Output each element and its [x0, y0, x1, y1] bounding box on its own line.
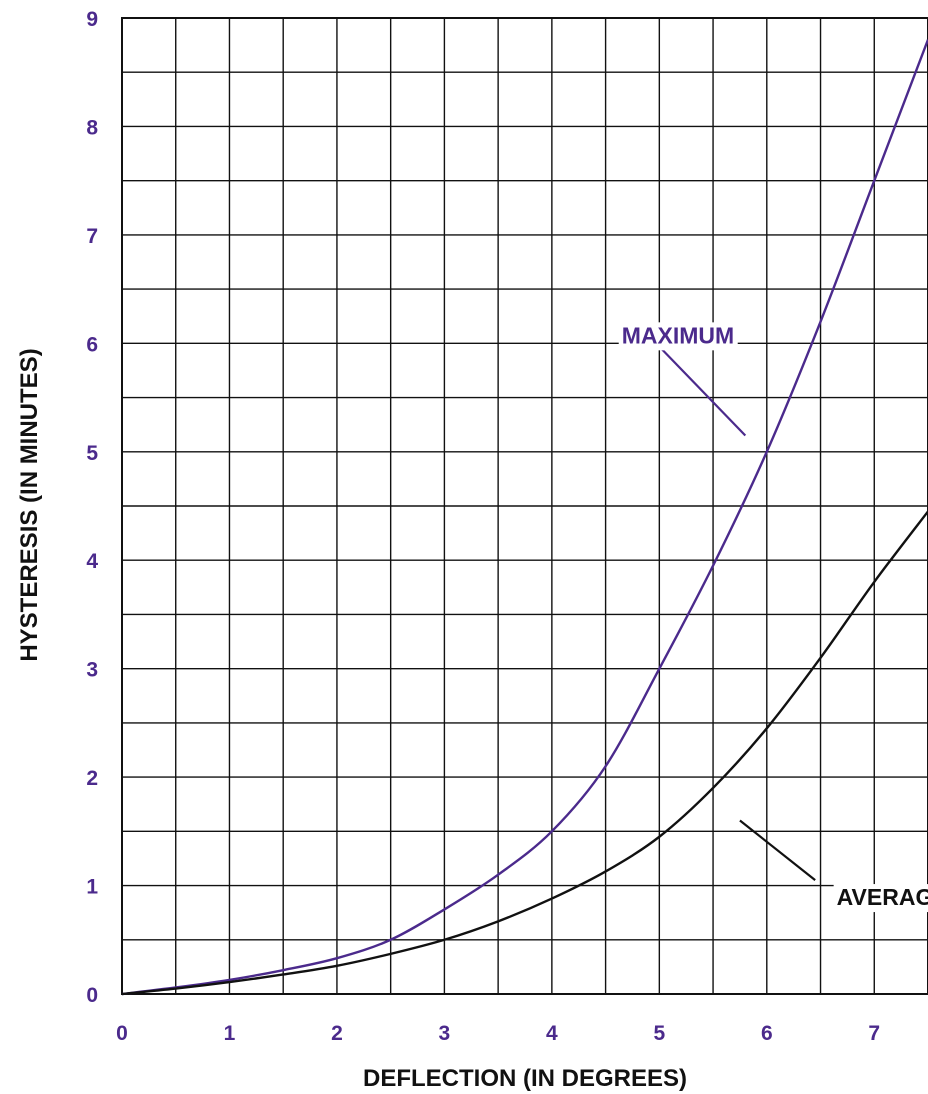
- y-tick-label: 2: [86, 767, 98, 790]
- y-tick-label: 5: [86, 442, 98, 465]
- x-tick-label: 6: [761, 1022, 773, 1045]
- annotation-leader-average: [739, 819, 816, 881]
- annotation-leader-maximum: [658, 345, 747, 437]
- series-line-average: [121, 510, 928, 996]
- x-axis-title: DEFLECTION (IN DEGREES): [363, 1065, 687, 1092]
- x-tick-label: 7: [868, 1022, 880, 1045]
- y-axis-title: HYSTERESIS (IN MINUTES): [16, 348, 43, 661]
- grid: [121, 17, 928, 995]
- annotations: MAXIMUM AVERAGE: [618, 322, 928, 913]
- x-tick-label: 3: [439, 1022, 451, 1045]
- x-axis-ticks: 0 1 2 3 4 5 6 7: [116, 1022, 880, 1045]
- y-axis-ticks: 0 1 2 3 4 5 6 7 8 9: [86, 8, 98, 1007]
- y-tick-label: 6: [86, 333, 98, 356]
- x-tick-label: 0: [116, 1022, 128, 1045]
- y-tick-label: 7: [86, 225, 98, 248]
- x-tick-label: 2: [331, 1022, 343, 1045]
- y-tick-label: 3: [86, 659, 98, 682]
- y-tick-label: 4: [86, 550, 98, 573]
- x-tick-label: 5: [653, 1022, 665, 1045]
- x-tick-label: 4: [546, 1022, 558, 1045]
- series-line-maximum: [121, 39, 928, 996]
- series-lines: [121, 39, 928, 996]
- y-tick-label: 8: [86, 116, 98, 139]
- plot-frame: [121, 17, 928, 995]
- annotation-background: [833, 884, 928, 913]
- x-tick-label: 1: [224, 1022, 236, 1045]
- y-tick-label: 9: [86, 8, 98, 31]
- y-tick-label: 0: [86, 984, 98, 1007]
- annotation-maximum: MAXIMUM: [622, 322, 734, 348]
- y-tick-label: 1: [86, 876, 98, 899]
- annotation-average: AVERAGE: [837, 884, 928, 910]
- annotation-background: [618, 322, 738, 351]
